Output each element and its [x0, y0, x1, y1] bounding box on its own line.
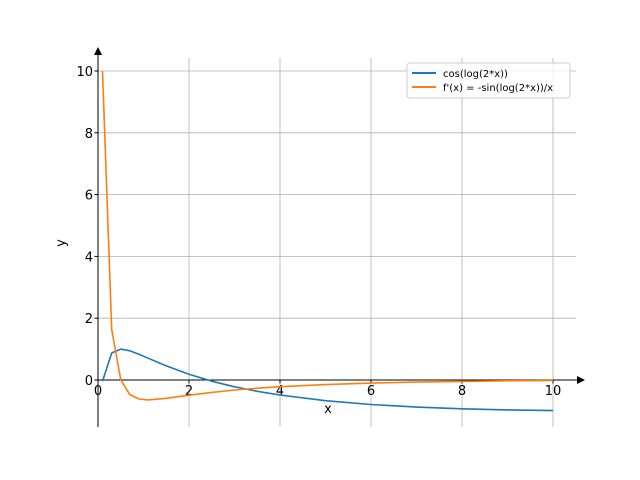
y-axis-label: y	[54, 239, 69, 247]
y-tick-label: 8	[85, 127, 93, 142]
legend-label-1: f'(x) = -sin(log(2*x))/x	[443, 83, 553, 94]
y-axis-arrow-icon	[94, 47, 102, 55]
tick-labels: 0 2 4 6 8 10 0 2 4 6 8 10	[76, 65, 561, 399]
y-tick-label: 2	[85, 312, 93, 327]
y-tick-label: 6	[85, 189, 93, 204]
series-line-0	[101, 348, 554, 412]
x-tick-label: 8	[458, 384, 466, 399]
legend-box	[406, 62, 571, 99]
grid	[98, 58, 576, 427]
series-line-1	[101, 71, 554, 401]
legend-label-0: cos(log(2*x))	[443, 69, 508, 80]
y-tick-label: 0	[85, 374, 93, 389]
x-tick-label: 2	[185, 384, 193, 399]
y-tick-label: 4	[85, 250, 93, 265]
x-axis-arrow-icon	[577, 376, 585, 384]
x-axis-label: x	[324, 402, 332, 417]
x-tick-label: 4	[276, 384, 284, 399]
legend: cos(log(2*x)) f'(x) = -sin(log(2*x))/x	[406, 62, 571, 99]
y-tick-label: 10	[76, 65, 93, 80]
x-tick-label: 10	[545, 384, 562, 399]
x-tick-label: 6	[367, 384, 375, 399]
x-tick-label: 0	[94, 384, 102, 399]
series-lines	[101, 71, 554, 412]
axes	[94, 47, 585, 427]
